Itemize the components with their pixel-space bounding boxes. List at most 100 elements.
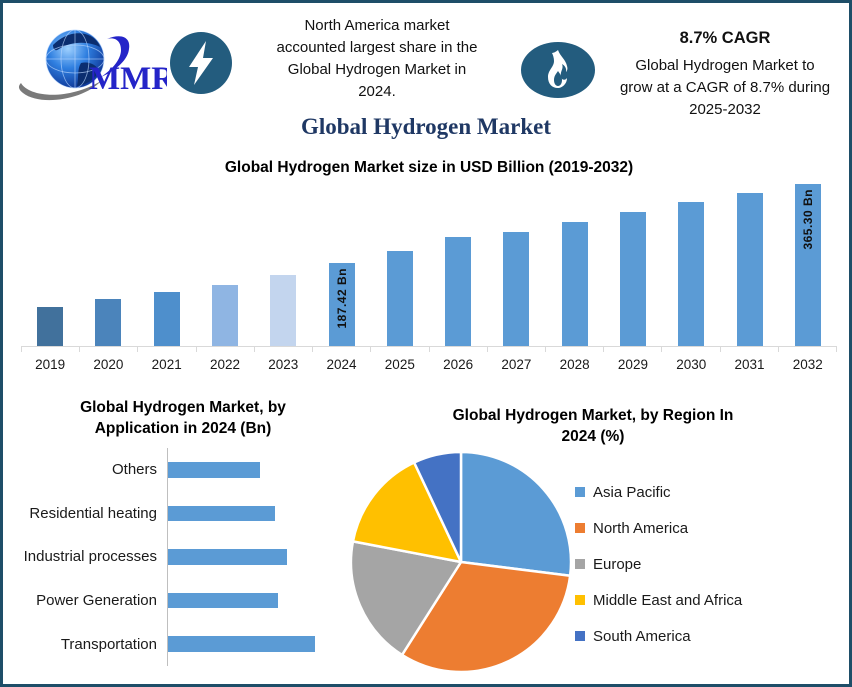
application-bar [168,592,279,609]
swoosh-icon [18,36,130,101]
application-bar-track [167,535,349,579]
application-bar [168,549,288,565]
legend-label: Asia Pacific [593,483,671,501]
application-label: Industrial processes [23,548,157,566]
annual-chart-title: Global Hydrogen Market size in USD Billi… [224,159,634,176]
axis-label-2030: 2030 [676,357,707,372]
bar-column-2030 [662,202,720,346]
legend-item: Middle East and Africa [575,590,742,610]
axis-tick [721,347,779,352]
axis-label-2022: 2022 [209,357,240,372]
application-row: Transportation [17,622,349,666]
axis-tick [197,347,255,352]
application-bar-track [167,448,349,492]
legend-item: North America [575,518,742,538]
bar-column-2024: 187.42 Bn [312,262,370,346]
annual-bars-row: 187.42 Bn 365.30 Bn [21,184,837,347]
application-bar-track [167,622,349,666]
legend-item: South America [575,626,742,646]
cagr-line: Global Hydrogen Market to [635,57,815,74]
annual-axis-labels: 2019 2020 2021 2022 2023 2024 2025 2026 2027 2028… [21,352,837,372]
bar-2019 [37,307,64,346]
logo-brand-text: MMR [89,61,167,97]
axis-label-2026: 2026 [443,357,474,372]
cagr-heading: 8.7% CAGR [679,29,771,47]
application-chart: Global Hydrogen Market, by Application i… [17,397,349,666]
pie-slice-asia-pacific [459,450,573,578]
bar-2025 [386,251,413,346]
axis-tick [22,347,81,352]
bar-2026 [445,237,472,346]
bar-column-2032: 365.30 Bn [779,184,837,346]
axis-label-2025: 2025 [384,357,415,372]
legend-label: Middle East and Africa [593,591,743,609]
bar-column-2028 [546,222,604,346]
lightning-badge [170,32,232,94]
bar-2032: 365.30 Bn [794,184,821,346]
axis-label-2019: 2019 [35,357,66,372]
bar-column-2026 [429,237,487,346]
application-title-line: Application in 2024 (Bn) [94,420,272,437]
bar-2027 [503,232,530,346]
application-row: Residential heating [17,491,349,536]
legend-label: Europe [593,555,642,573]
axis-tick [604,347,663,352]
axis-label-2031: 2031 [734,357,765,372]
legend-swatch [575,631,585,641]
application-bars: Others Residential heating Industrial proc… [17,448,349,666]
application-bar-track [167,578,349,623]
axis-label-2020: 2020 [93,357,124,372]
axis-tick [488,347,546,352]
pie-slice-middle-east-and-africa [351,461,463,564]
bar-column-2019 [21,307,79,346]
axis-label-2021: 2021 [151,357,182,372]
north-america-callout: North America market accounted largest s… [249,15,505,103]
cagr-callout: 8.7% CAGR Global Hydrogen Market to grow… [601,29,849,121]
region-chart-title: Global Hydrogen Market, by Region In 202… [413,405,773,447]
application-bar [168,462,260,478]
bar-column-2023 [254,275,312,346]
axis-label-2027: 2027 [501,357,532,372]
application-bar [168,505,276,522]
annual-market-chart: Global Hydrogen Market size in USD Billi… [21,159,838,372]
axis-tick [371,347,430,352]
bar-column-2025 [371,251,429,346]
bar-2031 [736,193,763,346]
application-label: Power Generation [36,592,157,610]
callout-line: Global Hydrogen Market in [287,61,467,78]
region-pie [349,450,573,674]
globe-icon [45,29,105,89]
region-title-line: Global Hydrogen Market, by Region In [452,407,734,424]
bar-column-2029 [604,212,662,346]
axis-tick [80,347,139,352]
legend-swatch [575,523,585,533]
application-title-line: Global Hydrogen Market, by [80,399,286,416]
axis-tick [546,347,605,352]
bar-2028 [561,222,588,346]
axis-label-2032: 2032 [792,357,823,372]
mmr-logo: MMR [18,29,167,101]
bar-column-2020 [79,299,137,346]
legend-label: North America [593,519,689,537]
application-bar-track [167,491,349,536]
application-row: Power Generation [17,578,349,623]
pie-slice-europe [349,540,463,657]
axis-label-2023: 2023 [268,357,299,372]
application-row: Others [17,448,349,492]
annual-axis-ticks [21,347,838,352]
application-label: Transportation [60,635,157,653]
bar-column-2027 [487,232,545,346]
cagr-line: grow at a CAGR of 8.7% during [619,79,831,96]
axis-label-2029: 2029 [617,357,648,372]
application-label: Residential heating [29,504,157,522]
bar-2024: 187.42 Bn [328,262,355,346]
bar-2029 [619,212,646,346]
callout-line: 2024. [358,83,396,100]
bar-2020 [95,299,122,346]
application-chart-title: Global Hydrogen Market, by Application i… [33,397,333,439]
flame-icon [548,50,568,88]
page-title: Global Hydrogen Market [300,114,551,139]
bar-2021 [153,292,180,346]
legend-item: Europe [575,554,742,574]
